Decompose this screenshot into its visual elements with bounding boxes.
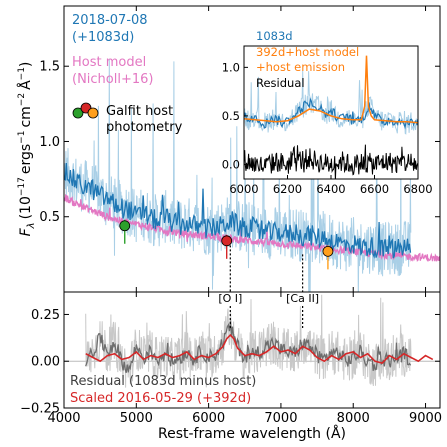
inset-y-tick-label: 0.0 <box>222 157 240 171</box>
y-tick-label: 0.5 <box>39 210 60 225</box>
residual-raw-layer <box>85 294 412 388</box>
inset-y-tick-label: 1.0 <box>222 60 240 74</box>
bottom-y-tick-label: 0.00 <box>31 355 60 370</box>
x-tick-label: 8000 <box>337 411 370 426</box>
inset-y-ticks: 0.0 0.5 1.0 <box>222 60 248 171</box>
x-axis-label: Rest-frame wavelength (Å) <box>158 425 346 442</box>
x-tick-label: 4000 <box>47 411 80 426</box>
inset-residual <box>244 144 418 179</box>
scaled-spectrum-layer <box>85 333 434 364</box>
inset-legend-1083d: 1083d <box>256 29 293 43</box>
legend-spectrum-date: 2018-07-08 <box>72 13 148 28</box>
inset-model <box>244 55 418 124</box>
inset-legend-392d: 392d+host model <box>256 45 359 59</box>
legend-galfit-line1: Galfit host <box>106 104 173 119</box>
legend-galfit-line2: photometry <box>106 120 183 135</box>
top-y-ticks: 0.5 1.0 1.5 <box>39 60 440 225</box>
residual-binned-line <box>85 320 412 373</box>
inset-x-tick-label: 6200 <box>273 182 302 196</box>
x-tick-label: 9000 <box>409 411 442 426</box>
top-panel <box>64 58 440 292</box>
inset-panel: 0.0 0.5 1.0 6000 6200 6400 6600 6800 1083d 392… <box>222 29 433 196</box>
bottom-x-ticks: 4000 5000 6000 7000 8000 9000 <box>47 292 442 426</box>
spectrum-binned-line <box>64 145 412 259</box>
residual-raw-line <box>85 294 412 388</box>
legend-spectrum-phase: (+1083d) <box>72 30 134 45</box>
photometry-points <box>119 219 334 270</box>
inset-model-line <box>244 55 418 124</box>
marker-label: [O I] <box>218 292 242 305</box>
legend-host-model-ref: (Nicholl+16) <box>72 72 153 87</box>
photometry-point-green <box>119 220 131 232</box>
top-y-axis-label: Fλ(10−17ergs−1cm−2Å−1) <box>17 62 37 237</box>
inset-x-tick-label: 6600 <box>360 182 389 196</box>
residual-binned-layer <box>85 320 412 373</box>
x-tick-label: 5000 <box>120 411 153 426</box>
bottom-y-ticks: −0.25 0.00 0.25 <box>20 308 440 417</box>
bottom-axes-frame <box>63 291 441 409</box>
y-tick-label: 1.0 <box>39 135 60 150</box>
inset-residual-line <box>244 144 418 179</box>
spectrum-raw-line <box>64 58 412 292</box>
inset-legend-host-emission: +host emission <box>256 60 345 74</box>
bottom-y-tick-label: 0.25 <box>31 308 60 323</box>
top-x-ticks <box>63 6 427 292</box>
bottom-y-tick-label: −0.25 <box>20 402 60 417</box>
legend-scaled: Scaled 2016-05-29 (+392d) <box>70 391 251 406</box>
photometry-point-red <box>221 235 233 247</box>
legend-host-model: Host model <box>72 55 146 70</box>
scaled-spectrum-line <box>85 333 434 364</box>
legend-green-marker <box>72 107 84 119</box>
inset-y-tick-label: 0.5 <box>222 109 240 123</box>
inset-legend-residual: Residual <box>256 76 305 90</box>
legend-residual: Residual (1083d minus host) <box>70 374 256 389</box>
bottom-legend: Residual (1083d minus host) Scaled 2016-… <box>70 374 256 406</box>
spectrum-binned-layer <box>64 145 412 259</box>
top-legend: 2018-07-08 (+1083d) Host model (Nicholl+… <box>72 13 183 135</box>
marker-label: [Ca II] <box>286 292 319 305</box>
y-tick-label: 1.5 <box>39 60 60 75</box>
x-tick-label: 7000 <box>264 411 297 426</box>
photometry-point-orange <box>322 245 334 257</box>
legend-orange-marker <box>87 107 99 119</box>
x-tick-label: 6000 <box>192 411 225 426</box>
inset-x-ticks: 6000 6200 6400 6600 6800 <box>229 175 433 196</box>
inset-x-tick-label: 6400 <box>316 182 345 196</box>
inset-x-tick-label: 6000 <box>229 182 258 196</box>
line-markers-bottom: [O I] [Ca II] <box>218 292 319 330</box>
bottom-panel: [O I] [Ca II] <box>64 292 440 388</box>
inset-x-tick-label: 6800 <box>403 182 432 196</box>
spectrum-raw-layer <box>64 58 412 292</box>
